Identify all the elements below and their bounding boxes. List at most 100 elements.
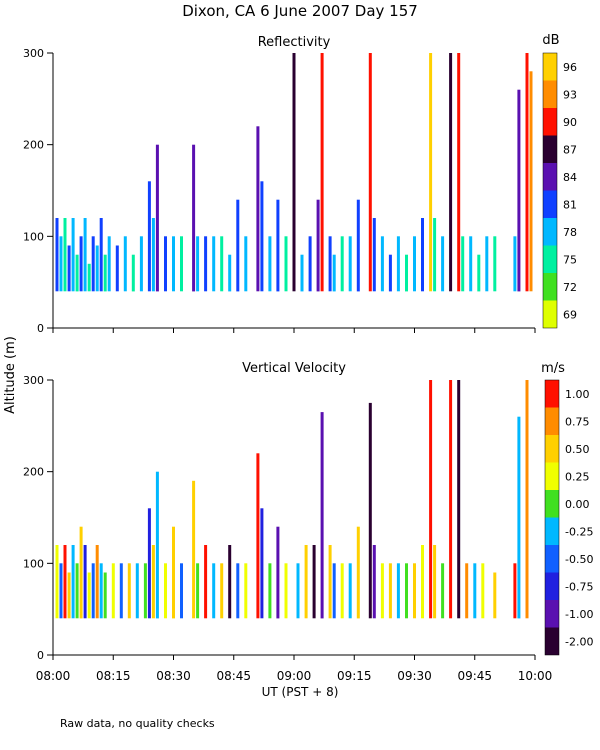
data-column (87, 263, 91, 292)
colorbar-swatch (543, 218, 557, 246)
data-column (147, 181, 151, 292)
data-column (75, 254, 79, 292)
data-column (441, 236, 445, 292)
data-column (312, 545, 316, 619)
x-tick-label: 09:00 (277, 669, 312, 683)
data-column (256, 453, 260, 619)
data-column (465, 563, 469, 619)
data-column (517, 89, 521, 292)
data-column (457, 380, 461, 619)
data-column (244, 236, 248, 292)
velocity-colorbar-unit: m/s (541, 361, 565, 376)
data-column (228, 254, 232, 292)
colorbar-frame (542, 52, 558, 329)
data-column (413, 236, 416, 292)
data-column (196, 236, 200, 292)
colorbar-swatch (543, 273, 557, 301)
data-column (473, 563, 477, 619)
data-column (368, 53, 372, 292)
colorbar-tick-label: 0.50 (565, 443, 590, 456)
data-column (348, 563, 352, 619)
data-column (256, 126, 260, 292)
data-column (433, 218, 437, 292)
data-column (457, 53, 461, 292)
data-column (83, 545, 87, 619)
data-column (71, 545, 75, 619)
data-column (192, 144, 196, 292)
data-column (236, 199, 240, 292)
data-column (59, 236, 63, 292)
data-column (87, 572, 91, 619)
figure-title: Dixon, CA 6 June 2007 Day 157 (182, 2, 418, 20)
colorbar-swatch (545, 545, 559, 573)
colorbar-swatch (545, 435, 559, 463)
data-column (220, 563, 224, 619)
data-column (429, 380, 433, 619)
colorbar-swatch (543, 135, 557, 163)
colorbar-tick-label: 78 (563, 226, 577, 239)
data-column (119, 563, 123, 619)
data-column (332, 563, 336, 619)
data-column (449, 380, 453, 619)
colorbar-tick-label: 69 (563, 308, 577, 321)
data-column (296, 563, 300, 619)
data-column (481, 563, 485, 619)
data-column (79, 236, 83, 292)
data-column (396, 236, 400, 292)
data-column (485, 236, 489, 292)
data-column (348, 236, 352, 292)
data-column (155, 471, 159, 619)
data-column (372, 218, 376, 292)
data-column (67, 572, 71, 619)
colorbar-swatch (543, 53, 557, 81)
data-column (340, 563, 344, 619)
data-column (115, 245, 119, 292)
reflectivity-title: Reflectivity (258, 35, 331, 50)
colorbar-swatch (545, 627, 559, 655)
data-column (55, 218, 59, 292)
data-column (107, 236, 111, 292)
data-column (380, 236, 384, 292)
colorbar-swatch (543, 190, 557, 218)
data-column (517, 416, 521, 619)
y-tick-label: 300 (23, 374, 44, 387)
data-column (220, 236, 224, 292)
data-column (405, 254, 408, 292)
data-column (388, 254, 392, 292)
data-column (95, 545, 99, 619)
data-column (59, 563, 63, 619)
data-column (493, 236, 497, 292)
colorbar-swatch (543, 245, 557, 273)
data-column (164, 563, 167, 619)
data-column (449, 53, 453, 292)
reflectivity-colorbar-unit: dB (542, 33, 559, 48)
colorbar-tick-label: 84 (563, 171, 577, 184)
y-tick-label: 200 (23, 139, 44, 152)
data-column (284, 563, 288, 619)
colorbar-tick-label: 93 (563, 88, 577, 101)
data-column (284, 236, 288, 292)
data-column (103, 572, 107, 619)
data-column (155, 144, 159, 292)
data-column (477, 254, 481, 292)
x-tick-label: 08:00 (36, 669, 71, 683)
data-column (143, 563, 147, 619)
data-column (421, 545, 424, 619)
data-column (180, 563, 183, 619)
data-column (172, 236, 175, 292)
data-column (380, 563, 384, 619)
data-column (63, 545, 67, 619)
data-column (131, 254, 135, 292)
data-column (356, 526, 360, 619)
data-column (212, 563, 216, 619)
data-column (368, 402, 372, 619)
data-column (320, 53, 324, 292)
data-column (328, 236, 332, 292)
colorbar-tick-label: 0.75 (565, 415, 590, 428)
data-column (103, 254, 107, 292)
colorbar-tick-label: 72 (563, 281, 577, 294)
data-column (268, 236, 272, 292)
colorbar-swatch (545, 572, 559, 600)
y-tick-label: 0 (37, 649, 44, 662)
